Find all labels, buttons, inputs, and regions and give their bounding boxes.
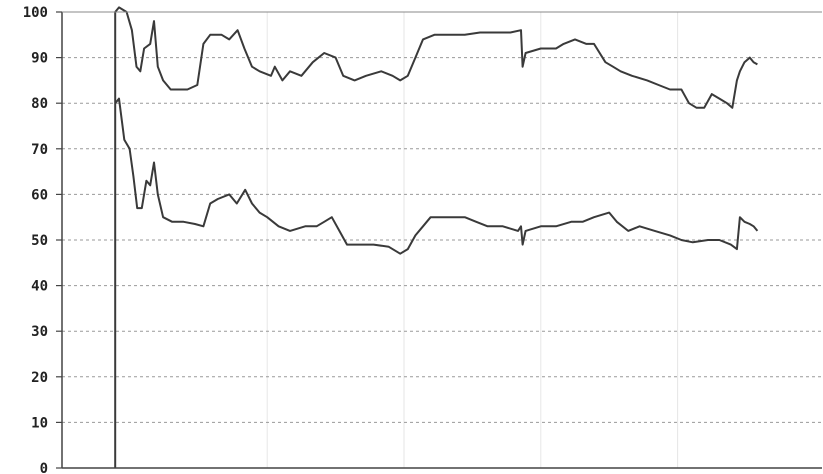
series-group <box>114 6 759 468</box>
y-tick-label: 0 <box>40 461 48 474</box>
y-tick-label: 50 <box>31 233 48 249</box>
y-tick-label: 30 <box>31 324 48 340</box>
y-tick-label: 10 <box>31 415 48 431</box>
y-tick-label: 20 <box>31 370 48 386</box>
y-tick-label: 90 <box>31 51 48 67</box>
y-tick-label: 60 <box>31 187 48 203</box>
y-tick-label: 40 <box>31 279 48 295</box>
y-tick-label: 70 <box>31 142 48 158</box>
y-tick-label: 80 <box>31 96 48 112</box>
y-tick-label: 100 <box>23 5 48 21</box>
series-line-1 <box>114 6 758 468</box>
series-line-2 <box>114 97 759 255</box>
y-axis-ticks: 0 10 20 30 40 50 60 70 80 90 100 <box>23 5 62 474</box>
